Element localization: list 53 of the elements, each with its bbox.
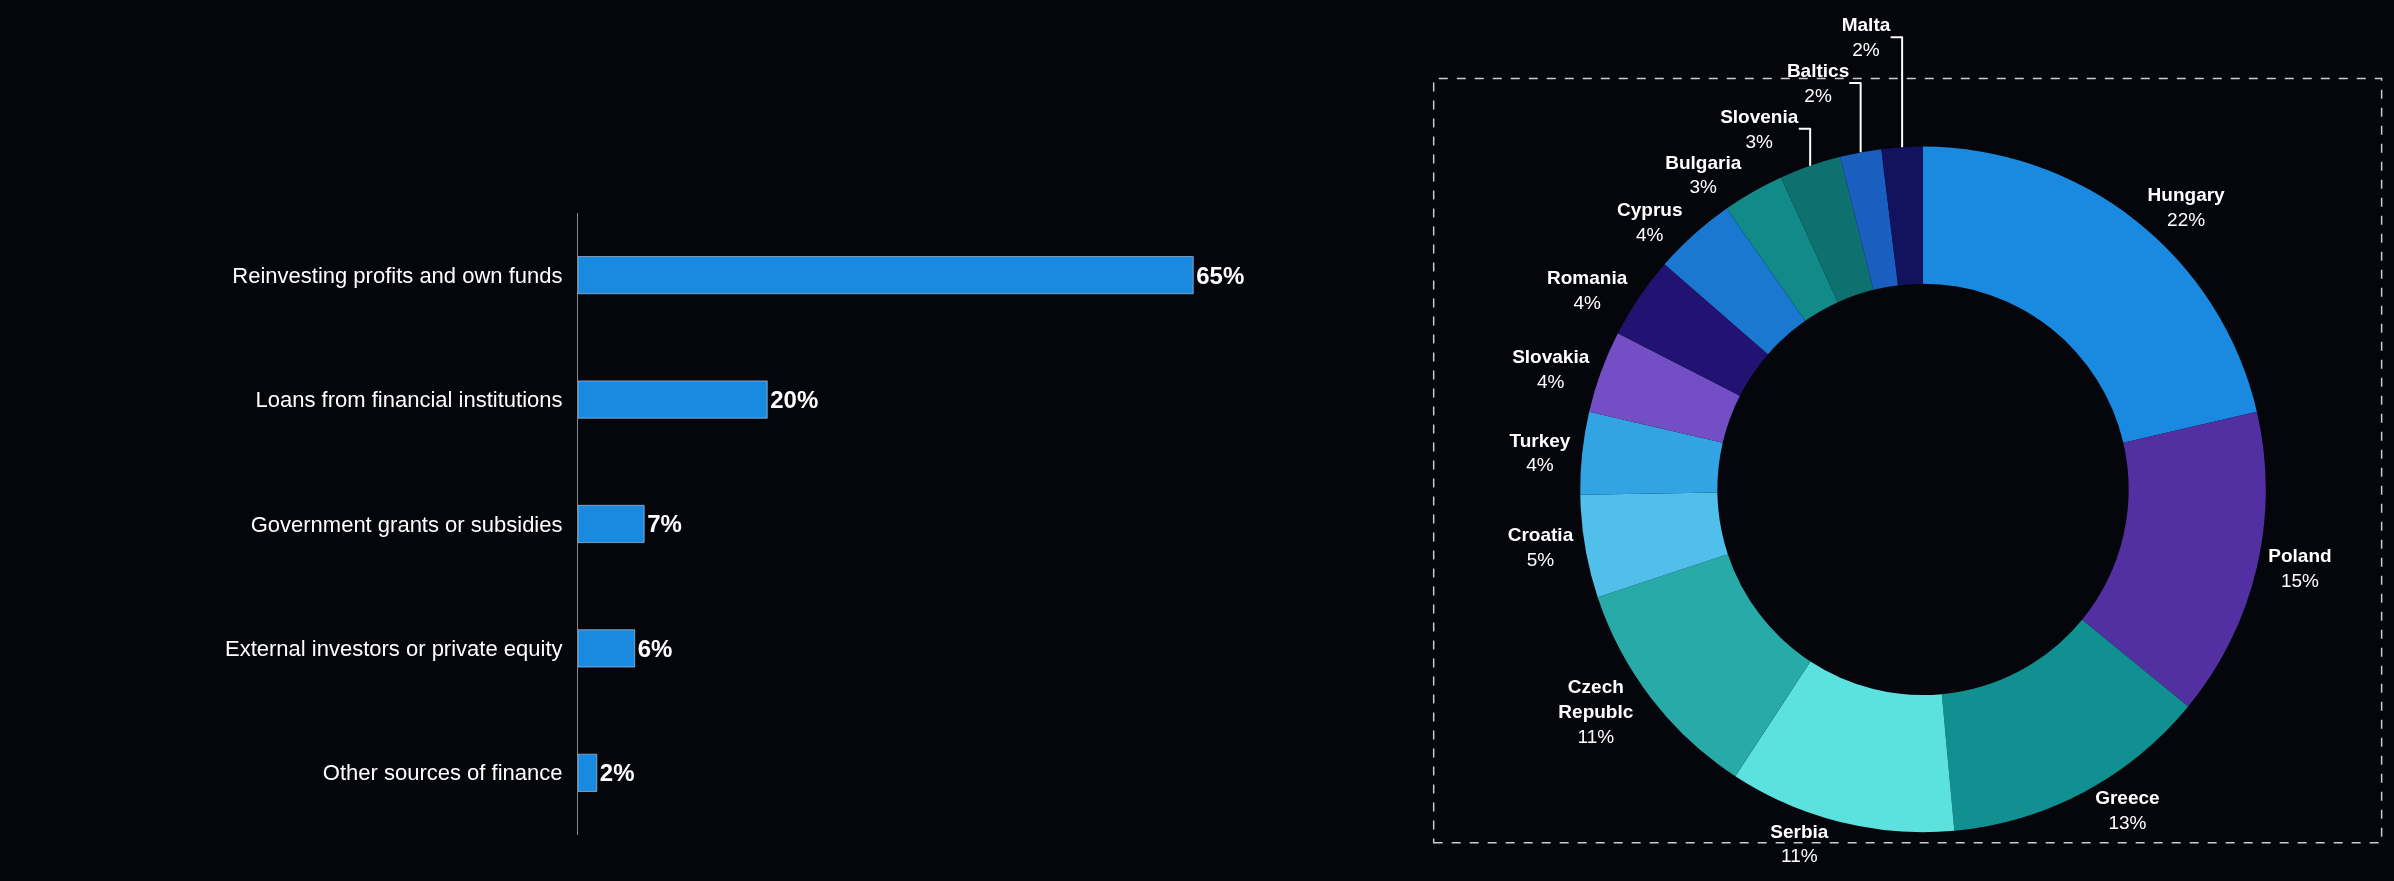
slice-label: Romania: [1547, 267, 1628, 289]
slice-label: Hungary: [2147, 184, 2226, 206]
data-label: 3%: [1745, 130, 1774, 152]
donut-slice: [1580, 411, 1723, 495]
slice-label: Croatia: [1507, 524, 1574, 546]
slice-label: Cyprus: [1617, 198, 1683, 220]
data-label: 13%: [2108, 811, 2147, 833]
donut-slice: [1781, 156, 1874, 303]
bar: [577, 629, 635, 668]
y-tick-label: External investors or private equity: [225, 636, 563, 662]
bar: [577, 753, 598, 792]
donut-slice: [1923, 146, 2257, 443]
data-label: 4%: [1526, 454, 1554, 476]
data-label: 3%: [1689, 176, 1718, 198]
y-tick-label: Government grants or subsidies: [250, 511, 563, 537]
donut-slice: [1580, 492, 1728, 598]
slice-label: Serbia: [1770, 820, 1829, 842]
donut-slice: [2082, 411, 2266, 707]
data-label: 15%: [2280, 570, 2320, 592]
y-tick-label: Reinvesting profits and own funds: [232, 262, 563, 288]
data-label: 20%: [770, 386, 819, 414]
bar: [577, 505, 645, 543]
data-label: 6%: [637, 634, 673, 662]
slice-label: Bulgaria: [1665, 151, 1742, 173]
data-label: 65%: [1196, 261, 1245, 289]
data-label: 7%: [647, 510, 682, 538]
y-tick-label: Other sources of finance: [322, 760, 563, 786]
data-label: 4%: [1573, 292, 1601, 314]
data-label: 11%: [1781, 845, 1818, 867]
slice-label: Slovakia: [1512, 346, 1590, 368]
data-label: 4%: [1636, 223, 1664, 245]
data-label: 2%: [599, 759, 635, 787]
bar: [577, 256, 1194, 295]
slice-label: Greece: [2095, 787, 2160, 809]
slice-label: Poland: [2268, 545, 2332, 567]
slice-label: Turkey: [1509, 429, 1571, 451]
donut-slice: [1840, 149, 1898, 290]
data-label: 4%: [1536, 370, 1565, 392]
donut-slice: [1589, 333, 1740, 443]
donut-slice: [1941, 619, 2189, 831]
bar: [577, 380, 768, 419]
slice-label: Malta: [1841, 14, 1891, 36]
slice-label: Slovenia: [1720, 105, 1799, 127]
data-label: 2%: [1804, 84, 1832, 106]
data-label: 2%: [1852, 39, 1880, 61]
data-label: 22%: [2167, 208, 2206, 230]
donut-slice: [1726, 177, 1838, 321]
donut-slice: [1881, 146, 1924, 286]
slice-label: Czech Republc: [1558, 676, 1634, 722]
data-label: 11%: [1577, 725, 1615, 747]
slice-label: Baltics: [1786, 60, 1850, 82]
data-label: 5%: [1526, 549, 1555, 571]
y-tick-label: Loans from financial institutions: [255, 387, 563, 413]
